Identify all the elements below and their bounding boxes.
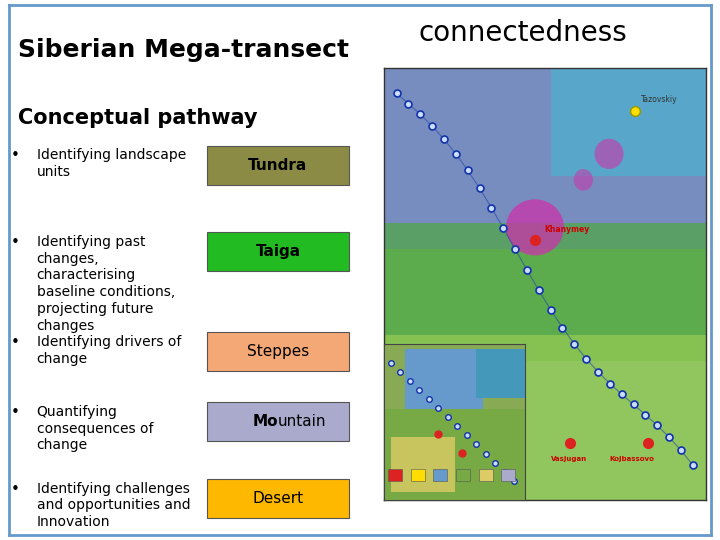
Text: Conceptual pathway: Conceptual pathway	[18, 108, 258, 128]
FancyBboxPatch shape	[479, 469, 492, 481]
Text: Identifying landscape
units: Identifying landscape units	[37, 148, 186, 179]
Text: Tundra: Tundra	[248, 158, 307, 173]
FancyBboxPatch shape	[207, 479, 349, 518]
FancyBboxPatch shape	[456, 469, 470, 481]
Text: connectedness: connectedness	[419, 19, 628, 47]
FancyBboxPatch shape	[207, 146, 349, 185]
FancyBboxPatch shape	[551, 68, 706, 176]
Text: Identifying drivers of
change: Identifying drivers of change	[37, 335, 181, 366]
FancyBboxPatch shape	[476, 349, 526, 399]
Text: •: •	[11, 335, 20, 350]
Ellipse shape	[506, 199, 564, 255]
Text: •: •	[11, 148, 20, 164]
FancyBboxPatch shape	[384, 409, 526, 500]
Text: •: •	[11, 405, 20, 420]
FancyBboxPatch shape	[501, 469, 516, 481]
Text: untain: untain	[278, 414, 326, 429]
Text: Identifying challenges
and opportunities and
Innovation: Identifying challenges and opportunities…	[37, 482, 190, 529]
Text: Vasjugan: Vasjugan	[551, 456, 588, 462]
FancyBboxPatch shape	[384, 68, 706, 249]
Text: •: •	[11, 235, 20, 250]
Text: Kojbassovo: Kojbassovo	[609, 456, 654, 462]
Text: Desert: Desert	[253, 491, 304, 506]
FancyBboxPatch shape	[207, 332, 349, 371]
FancyBboxPatch shape	[391, 437, 454, 492]
Text: Tazovskiy: Tazovskiy	[642, 95, 678, 104]
Ellipse shape	[574, 169, 593, 191]
Text: Khanymey: Khanymey	[545, 225, 590, 234]
FancyBboxPatch shape	[410, 469, 425, 481]
FancyBboxPatch shape	[388, 469, 402, 481]
Text: Taiga: Taiga	[256, 244, 300, 259]
Ellipse shape	[595, 139, 624, 169]
FancyBboxPatch shape	[207, 402, 349, 441]
Text: Identifying past
changes,
characterising
baseline conditions,
projecting future
: Identifying past changes, characterising…	[37, 235, 175, 333]
FancyBboxPatch shape	[384, 223, 706, 361]
Text: Siberian Mega-transect: Siberian Mega-transect	[18, 38, 349, 62]
Text: Quantifying
consequences of
change: Quantifying consequences of change	[37, 405, 153, 453]
FancyBboxPatch shape	[207, 232, 349, 271]
FancyBboxPatch shape	[384, 335, 706, 500]
FancyBboxPatch shape	[433, 469, 448, 481]
Text: Mo: Mo	[253, 414, 278, 429]
Text: Steppes: Steppes	[247, 344, 309, 359]
FancyBboxPatch shape	[405, 349, 483, 414]
Text: •: •	[11, 482, 20, 497]
